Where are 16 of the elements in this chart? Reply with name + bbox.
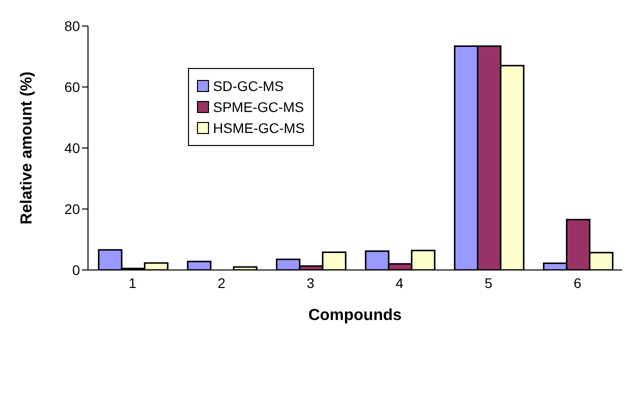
x-tick-label: 1 <box>128 274 137 291</box>
y-tick-label: 0 <box>72 262 80 278</box>
x-tick-label: 4 <box>396 274 404 291</box>
legend-label: SPME-GC-MS <box>213 99 304 115</box>
y-tick-label: 60 <box>64 78 80 95</box>
x-tick-label: 5 <box>484 274 493 291</box>
y-tick-label: 80 <box>64 18 80 34</box>
y-tick-label: 40 <box>64 140 80 156</box>
y-axis-title: Relative amount (%) <box>18 72 36 224</box>
x-tick-label: 2 <box>218 274 226 291</box>
legend-label: HSME-GC-MS <box>213 120 305 136</box>
legend-label: SD-GC-MS <box>213 78 284 94</box>
x-axis-title: Compounds <box>308 307 402 324</box>
x-tick-label: 3 <box>306 274 315 291</box>
x-tick-label: 6 <box>574 274 582 291</box>
y-tick-label: 20 <box>64 200 80 217</box>
